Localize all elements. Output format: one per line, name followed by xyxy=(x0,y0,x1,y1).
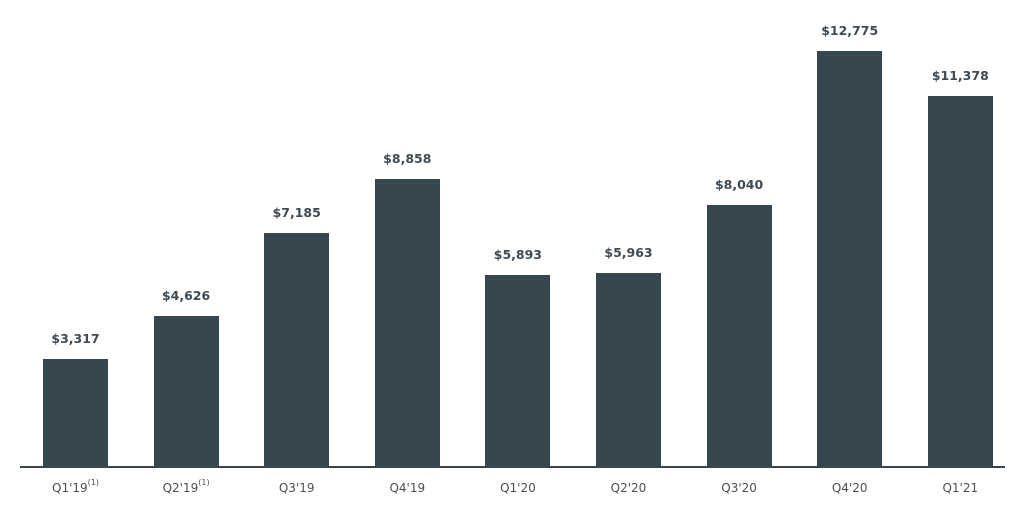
x-tick-label: Q4'20 xyxy=(790,481,910,495)
category-text: Q2'19 xyxy=(162,481,199,495)
footnote-marker: (1) xyxy=(87,478,99,487)
x-tick-label: Q1'20 xyxy=(458,481,578,495)
x-axis-line xyxy=(20,466,1005,468)
data-label: $5,963 xyxy=(604,245,653,260)
category-text: Q1'20 xyxy=(500,481,536,495)
bar xyxy=(706,205,772,467)
bar xyxy=(153,316,219,467)
data-label: $11,378 xyxy=(931,68,989,83)
data-label: $8,858 xyxy=(383,151,432,166)
x-tick-label: Q2'20 xyxy=(569,481,689,495)
category-text: Q3'19 xyxy=(278,481,315,495)
bar xyxy=(485,275,551,467)
category-text: Q4'19 xyxy=(389,481,426,495)
category-text: Q2'20 xyxy=(610,481,647,495)
data-label: $4,626 xyxy=(161,288,211,303)
data-label: $3,317 xyxy=(51,331,100,346)
x-tick-label: Q3'19 xyxy=(237,481,357,495)
category-text: Q1'21 xyxy=(942,481,979,495)
x-tick-label: Q2'19(1) xyxy=(126,478,246,495)
data-label: $5,893 xyxy=(493,247,543,262)
data-label: $8,040 xyxy=(714,177,764,192)
x-tick-label: Q3'20 xyxy=(679,481,799,495)
x-tick-label: Q4'19 xyxy=(347,481,467,495)
category-text: Q1'19 xyxy=(52,481,88,495)
data-label: $12,775 xyxy=(821,23,879,38)
category-text: Q3'20 xyxy=(721,481,757,495)
x-tick-label: Q1'21 xyxy=(900,481,1020,495)
category-text: Q4'20 xyxy=(831,481,868,495)
bar xyxy=(596,273,661,467)
x-tick-label: Q1'19(1) xyxy=(16,478,136,495)
data-label: $7,185 xyxy=(272,205,321,220)
bar xyxy=(817,51,883,467)
bar xyxy=(43,359,108,467)
footnote-marker: (1) xyxy=(198,478,210,487)
bar xyxy=(927,96,993,467)
bar xyxy=(264,233,330,467)
bar xyxy=(374,179,440,467)
